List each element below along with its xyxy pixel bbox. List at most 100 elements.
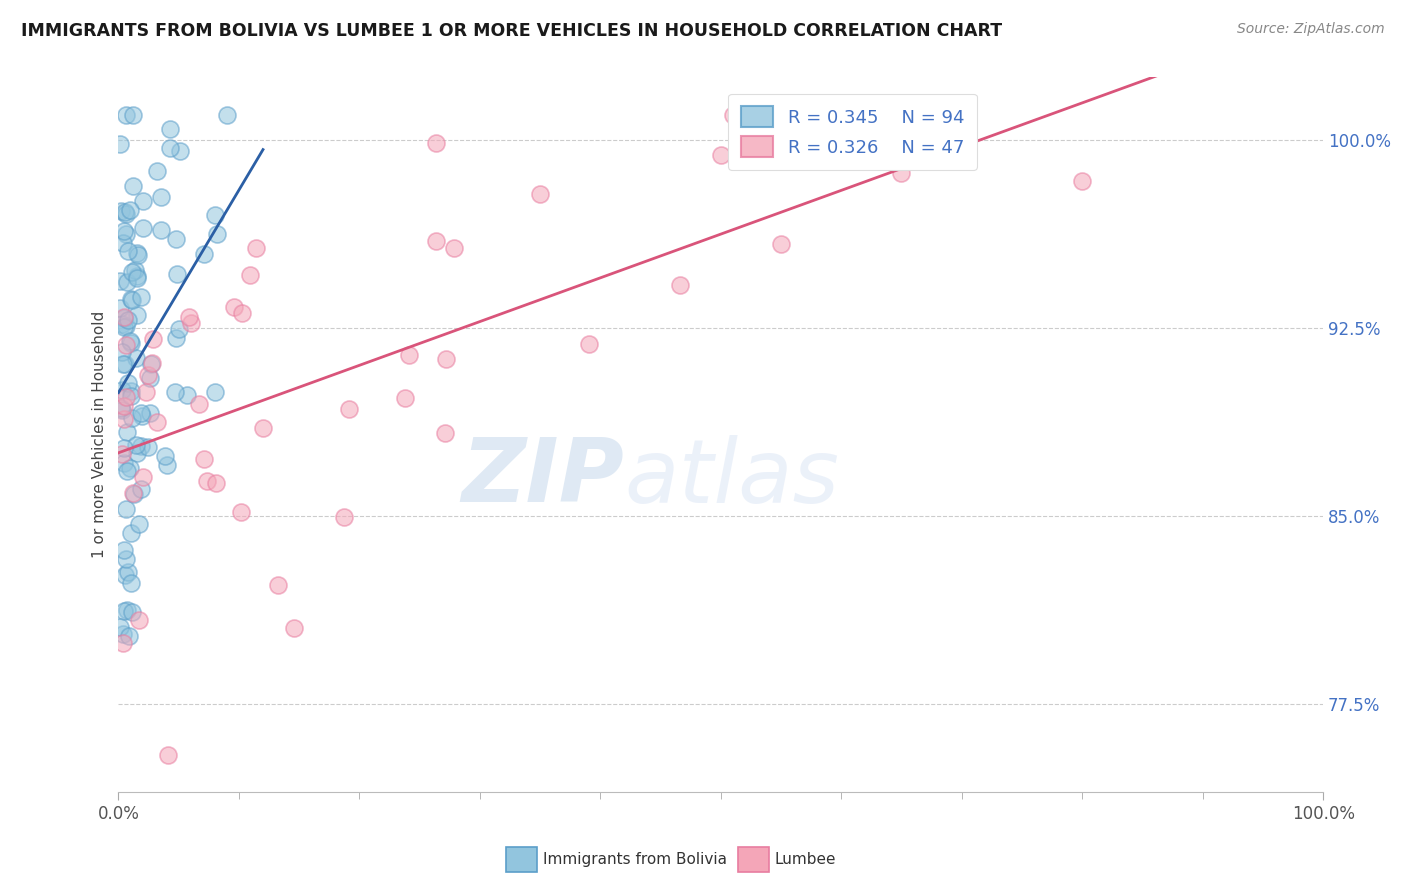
- Point: [112, 224, 135, 238]
- Point: [118, 629, 141, 643]
- Point: [135, 384, 157, 399]
- Point: [120, 384, 142, 398]
- Point: [114, 207, 136, 221]
- Point: [121, 178, 143, 193]
- Point: [112, 357, 135, 371]
- Point: [193, 247, 215, 261]
- Point: [114, 568, 136, 582]
- Point: [529, 187, 551, 202]
- Point: [120, 575, 142, 590]
- Point: [115, 390, 138, 404]
- Point: [112, 311, 135, 326]
- Point: [668, 278, 690, 293]
- Point: [128, 614, 150, 628]
- Point: [110, 274, 132, 288]
- Point: [115, 552, 138, 566]
- Text: atlas: atlas: [624, 434, 839, 521]
- Point: [721, 108, 744, 122]
- Point: [117, 276, 139, 290]
- Point: [124, 351, 146, 365]
- Point: [111, 447, 134, 461]
- Point: [245, 241, 267, 255]
- Point: [710, 148, 733, 162]
- Point: [425, 234, 447, 248]
- Point: [122, 487, 145, 501]
- Point: [118, 461, 141, 475]
- Point: [167, 322, 190, 336]
- Point: [118, 334, 141, 349]
- Point: [112, 320, 135, 334]
- Point: [129, 439, 152, 453]
- Point: [169, 144, 191, 158]
- Point: [139, 357, 162, 371]
- Point: [188, 397, 211, 411]
- Point: [1071, 173, 1094, 187]
- Point: [125, 438, 148, 452]
- Y-axis label: 1 or more Vehicles in Household: 1 or more Vehicles in Household: [93, 311, 107, 558]
- Point: [129, 290, 152, 304]
- Point: [114, 357, 136, 371]
- Point: [112, 411, 135, 425]
- Point: [121, 410, 143, 425]
- Point: [120, 526, 142, 541]
- Point: [114, 204, 136, 219]
- Point: [110, 401, 132, 416]
- Point: [122, 486, 145, 500]
- Point: [165, 232, 187, 246]
- Point: [112, 310, 135, 325]
- Point: [229, 505, 252, 519]
- Point: [121, 265, 143, 279]
- Point: [117, 244, 139, 259]
- Point: [131, 194, 153, 208]
- Point: [112, 543, 135, 558]
- Point: [127, 268, 149, 283]
- Point: [117, 313, 139, 327]
- Point: [337, 402, 360, 417]
- Point: [128, 516, 150, 531]
- Point: [239, 268, 262, 282]
- Point: [117, 565, 139, 579]
- Point: [231, 306, 253, 320]
- Point: [197, 474, 219, 488]
- Point: [141, 356, 163, 370]
- Point: [136, 368, 159, 382]
- Point: [129, 406, 152, 420]
- Point: [165, 385, 187, 400]
- Point: [127, 270, 149, 285]
- Point: [180, 316, 202, 330]
- Point: [114, 319, 136, 334]
- Point: [115, 227, 138, 242]
- Point: [159, 121, 181, 136]
- Point: [204, 385, 226, 400]
- Point: [159, 141, 181, 155]
- Point: [165, 331, 187, 345]
- Point: [121, 108, 143, 122]
- Point: [131, 409, 153, 424]
- Point: [434, 351, 457, 366]
- Point: [176, 388, 198, 402]
- Point: [267, 578, 290, 592]
- Point: [125, 308, 148, 322]
- Point: [118, 203, 141, 218]
- Point: [443, 241, 465, 255]
- Point: [115, 338, 138, 352]
- Point: [112, 399, 135, 413]
- Point: [117, 425, 139, 440]
- Point: [153, 450, 176, 464]
- Point: [139, 406, 162, 420]
- Point: [121, 293, 143, 307]
- Point: [124, 263, 146, 277]
- Point: [205, 476, 228, 491]
- Point: [769, 237, 792, 252]
- Point: [112, 441, 135, 455]
- Point: [283, 622, 305, 636]
- Point: [179, 310, 201, 324]
- Point: [111, 636, 134, 650]
- Text: Lumbee: Lumbee: [775, 853, 837, 867]
- Point: [110, 301, 132, 316]
- Point: [138, 440, 160, 454]
- Point: [150, 222, 173, 236]
- Text: ZIP: ZIP: [461, 434, 624, 521]
- Point: [108, 620, 131, 634]
- Point: [111, 345, 134, 359]
